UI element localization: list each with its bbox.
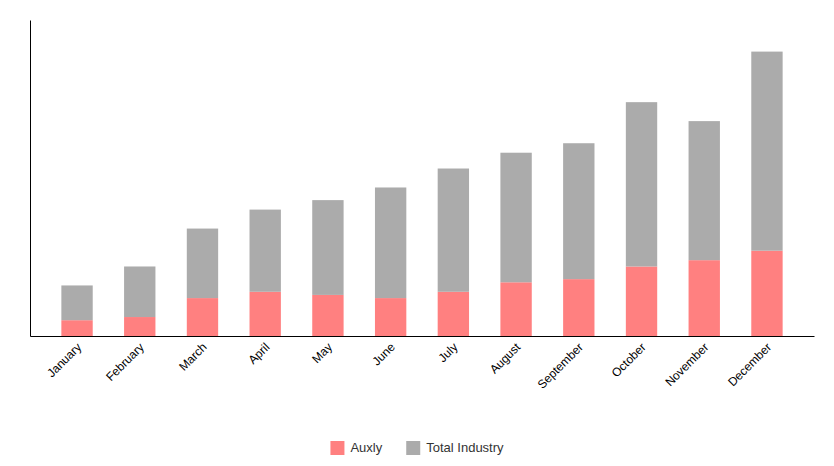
bar	[312, 295, 343, 336]
bar	[438, 169, 469, 292]
x-tick: December	[725, 336, 774, 389]
bar	[312, 200, 343, 295]
x-tick-label: September	[535, 340, 586, 391]
y-axis-line	[30, 21, 31, 337]
bar	[187, 298, 218, 336]
bar	[250, 210, 281, 292]
legend-swatch	[406, 441, 420, 455]
x-tick-label: January	[44, 340, 84, 380]
bars	[61, 52, 782, 336]
bar	[61, 320, 92, 336]
bar	[375, 187, 406, 298]
x-tick-label: October	[609, 340, 649, 380]
bar	[124, 266, 155, 317]
x-tick-label: May	[309, 340, 335, 366]
bar	[563, 143, 594, 279]
legend-item: Total Industry	[406, 440, 504, 455]
legend-label: Auxly	[350, 440, 382, 455]
bar	[751, 52, 782, 251]
series	[61, 52, 782, 321]
chart: January February March April May June July Augu…	[0, 0, 834, 466]
x-tick: June	[370, 336, 399, 368]
legend-label: Total Industry	[426, 440, 504, 455]
x-tick: April	[246, 336, 273, 367]
bar	[689, 260, 720, 336]
legend-swatch	[330, 441, 344, 455]
x-tick-label: June	[370, 340, 399, 369]
x-tick: August	[487, 336, 524, 376]
x-tick-label: April	[246, 340, 273, 367]
x-tick: January	[44, 336, 84, 380]
series	[61, 251, 782, 336]
x-tick: September	[535, 336, 586, 392]
bar	[61, 285, 92, 320]
x-axis-line	[31, 336, 815, 337]
x-tick: February	[103, 336, 147, 384]
x-tick-label: November	[662, 340, 711, 389]
x-tick-label: December	[725, 340, 774, 389]
x-tick: March	[176, 336, 209, 374]
bar	[187, 229, 218, 299]
bar	[124, 317, 155, 336]
x-tick-label: August	[487, 340, 524, 377]
x-axis: January February March April May June July Augu…	[31, 336, 815, 392]
x-tick-label: February	[103, 340, 147, 384]
bar	[689, 121, 720, 260]
bar	[438, 292, 469, 336]
x-tick: July	[436, 336, 461, 365]
bar	[626, 266, 657, 336]
bar	[751, 251, 782, 336]
x-tick: May	[309, 336, 335, 366]
x-tick-label: March	[176, 340, 209, 373]
x-tick: November	[662, 336, 711, 389]
bar	[626, 102, 657, 266]
bar	[500, 282, 531, 336]
y-axis	[30, 21, 31, 337]
legend: Auxly Total Industry	[330, 440, 504, 455]
x-tick-label: July	[436, 340, 461, 365]
bar	[375, 298, 406, 336]
bar	[563, 279, 594, 336]
plot: January February March April May June July Augu…	[31, 21, 815, 392]
legend-item: Auxly	[330, 440, 382, 455]
bar	[500, 153, 531, 283]
x-tick: October	[609, 336, 649, 380]
bar	[250, 292, 281, 336]
